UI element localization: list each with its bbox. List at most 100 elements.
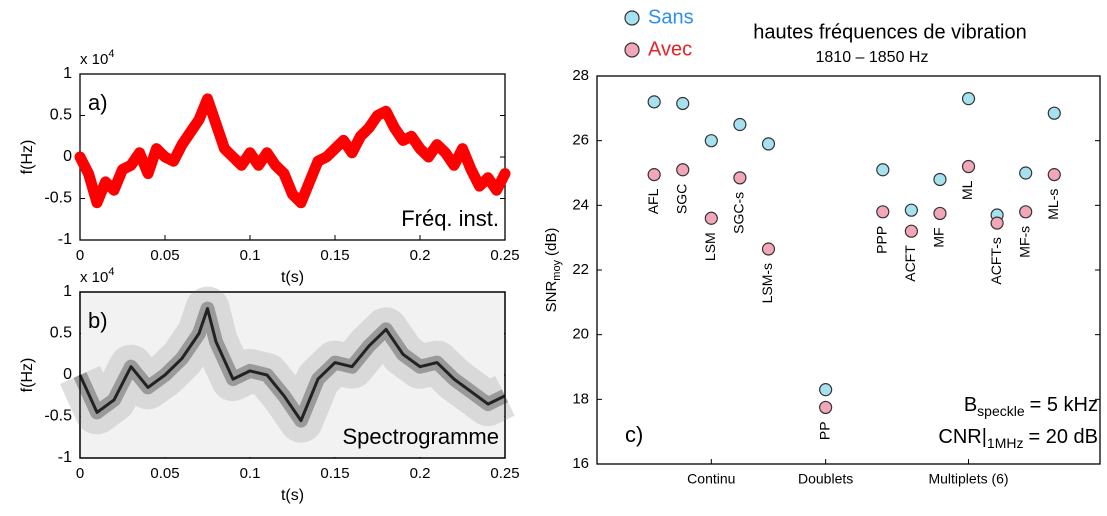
multiplier-exponent: 4 (108, 48, 114, 60)
panel-annotation: Fréq. inst. (401, 206, 499, 231)
y-tick-label: 28 (572, 67, 589, 84)
marker (676, 96, 690, 111)
point-label: MF-s (1016, 226, 1032, 258)
y-tick-label: 0 (63, 148, 72, 165)
x-tick-label: Continu (687, 471, 735, 487)
y-tick-label: 26 (572, 132, 589, 149)
point-label: LSM (702, 232, 718, 261)
x-axis-label: t(s) (281, 487, 304, 504)
marker (1047, 106, 1061, 120)
marker (1019, 166, 1033, 180)
marker (1019, 205, 1033, 219)
x-tick-label: 0.1 (240, 465, 261, 482)
y-axis-label: SNRmoy (dB) (543, 228, 563, 313)
marker (819, 400, 833, 415)
point-label: SGC-s (731, 192, 747, 234)
multiplier-base: x 10 (80, 269, 108, 286)
panel-label: b) (88, 308, 108, 333)
y-tick-label: 16 (572, 455, 589, 472)
spectrogram-ridge (78, 307, 506, 423)
marker (990, 216, 1004, 230)
x-axis-label: t(s) (281, 269, 304, 286)
x-tick-label: 0.2 (410, 247, 431, 264)
multiplier-exponent: 4 (108, 266, 114, 278)
y-axis-label: f(Hz) (19, 358, 36, 393)
annotation-rest: = 5 kHz (1030, 394, 1098, 416)
panel-label: a) (88, 90, 108, 115)
axis-multiplier: x 104 (80, 48, 114, 68)
y-tick-label: 1 (63, 65, 72, 82)
point-label: AFL (645, 188, 661, 214)
y-tick-label: 20 (572, 326, 589, 343)
y-tick-label: -0.5 (44, 190, 72, 207)
point-label: MF (931, 227, 947, 247)
annotation-sub: speckle (977, 403, 1025, 419)
y-axis-label: f(Hz) (19, 140, 36, 175)
plot-frame (79, 291, 506, 459)
marker (761, 137, 776, 151)
point-label: ACFT (902, 245, 918, 282)
axis-multiplier: x 104 (80, 266, 114, 286)
chart-title: hautes fréquences de vibration (753, 21, 1027, 43)
point-label: LSM-s (759, 263, 775, 303)
y-label-unit: (dB) (543, 228, 560, 256)
annotation: CNR|1MHz = 20 dB (938, 426, 1098, 450)
marker (876, 205, 890, 219)
marker (647, 95, 661, 109)
x-tick-label: 0.15 (320, 465, 349, 482)
annotation-main: B (964, 394, 977, 416)
y-tick-label: 0.5 (50, 107, 72, 124)
marker (704, 134, 718, 148)
marker (933, 172, 947, 187)
legend-marker (624, 42, 640, 58)
marker (961, 159, 976, 174)
marker (1047, 168, 1061, 182)
legend-marker (624, 10, 640, 26)
marker (676, 163, 690, 177)
y-label-main: SNR (543, 281, 560, 313)
marker (904, 203, 918, 217)
annotation-sub: 1MHz (987, 435, 1024, 451)
x-tick-label: 0.2 (410, 465, 431, 482)
marker (904, 224, 918, 238)
marker (733, 171, 747, 185)
point-label: ML-s (1045, 189, 1061, 220)
y-label-sub: moy (551, 259, 563, 280)
marker (761, 242, 776, 256)
point-label: ACFT-s (988, 237, 1004, 284)
legend-label: Avec (648, 38, 692, 60)
multiplier-base: x 10 (80, 51, 108, 68)
marker (704, 211, 718, 225)
signal-line (74, 93, 511, 209)
y-tick-label: 22 (572, 261, 589, 278)
y-tick-label: 1 (63, 283, 72, 300)
y-tick-label: 24 (572, 196, 589, 213)
x-tick-label: 0.05 (150, 247, 179, 264)
y-tick-label: -1 (58, 231, 72, 248)
x-tick-label: 0.25 (490, 247, 519, 264)
marker (733, 117, 747, 132)
x-tick-label: 0 (76, 247, 84, 264)
panel-annotation: Spectrogramme (342, 424, 499, 449)
x-tick-label: Doublets (798, 471, 853, 487)
point-label: SGC (673, 184, 689, 214)
marker (647, 168, 661, 182)
marker (876, 163, 890, 177)
marker (933, 206, 947, 221)
marker (961, 92, 976, 106)
y-tick-label: -0.5 (44, 408, 72, 425)
point-label: ML (959, 180, 975, 200)
marker (819, 383, 833, 397)
y-tick-label: 0 (63, 366, 72, 383)
point-label: PP (816, 421, 832, 440)
legend-label: Sans (648, 6, 694, 28)
annotation-main: CNR| (938, 426, 987, 448)
panel-label: c) (625, 422, 643, 447)
x-tick-label: 0.25 (490, 465, 519, 482)
x-tick-label: Multiplets (6) (928, 471, 1008, 487)
y-tick-label: -1 (58, 449, 72, 466)
annotation: Bspeckle = 5 kHz (964, 394, 1098, 418)
x-tick-label: 0.05 (150, 465, 179, 482)
y-tick-label: 18 (572, 390, 589, 407)
